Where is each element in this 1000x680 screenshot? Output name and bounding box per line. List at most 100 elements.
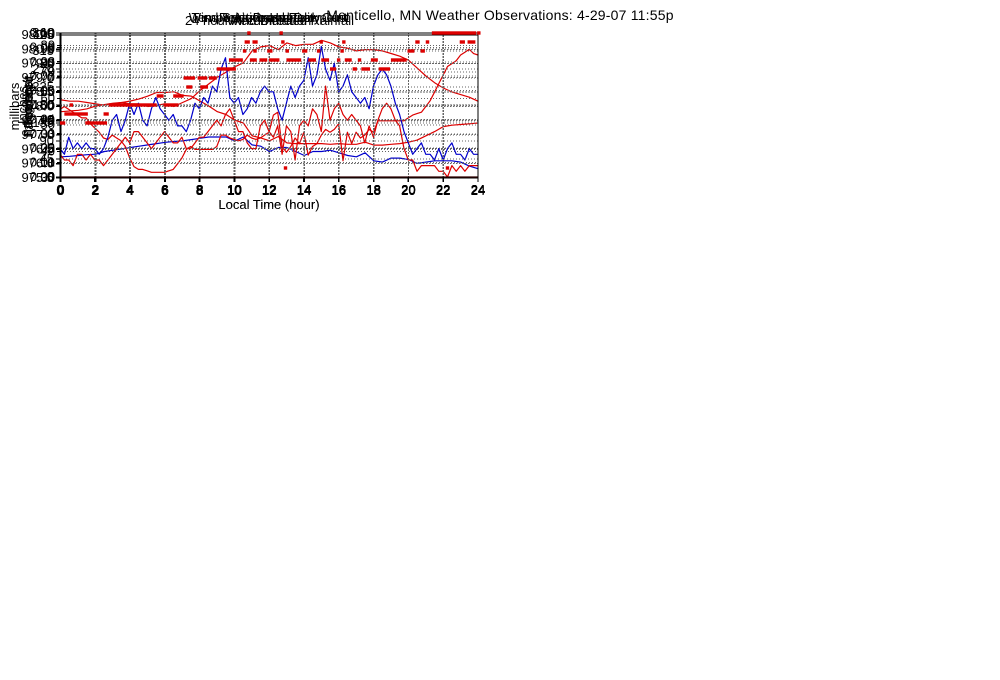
svg-text:0.00: 0.00	[30, 169, 55, 184]
svg-text:60: 60	[41, 84, 55, 99]
svg-text:6: 6	[161, 182, 168, 197]
svg-text:24: 24	[471, 183, 485, 198]
chart-title-wind-direction: Wind Direction	[226, 13, 312, 28]
svg-text:2: 2	[92, 182, 99, 197]
svg-text:18: 18	[367, 182, 381, 197]
svg-text:10: 10	[227, 183, 241, 198]
svg-text:50: 50	[41, 117, 55, 132]
svg-text:975.5: 975.5	[21, 170, 54, 185]
svg-text:0: 0	[57, 182, 64, 197]
chart-wind-direction: 0 2 4 6 8 10 12 14 16 18 20 22 24 0 45 90 135 180 225 270 31…	[0, 0, 500, 225]
svg-text:24: 24	[471, 182, 485, 197]
svg-text:45: 45	[40, 151, 54, 166]
svg-text:24: 24	[471, 183, 485, 198]
svg-text:14: 14	[297, 183, 311, 198]
svg-text:24: 24	[471, 182, 485, 197]
svg-text:18: 18	[366, 183, 380, 198]
svg-text:4: 4	[127, 182, 134, 197]
svg-text:14: 14	[297, 182, 311, 197]
svg-text:40: 40	[41, 112, 55, 127]
svg-text:0.03: 0.03	[30, 126, 55, 141]
svg-text:6: 6	[161, 183, 168, 198]
svg-text:0.05: 0.05	[30, 97, 55, 112]
svg-text:0.09: 0.09	[30, 39, 55, 54]
svg-text:0.07: 0.07	[30, 68, 55, 83]
page-title: Monticello, MN Weather Observations: 4-2…	[326, 7, 674, 23]
svg-text:20: 20	[401, 182, 415, 197]
svg-text:60: 60	[41, 91, 55, 106]
svg-text:Fahrenheit: Fahrenheit	[21, 75, 36, 138]
svg-text:0: 0	[56, 183, 63, 198]
svg-text:0.01: 0.01	[30, 155, 55, 170]
svg-text:30: 30	[41, 126, 55, 141]
svg-text:18: 18	[366, 182, 380, 197]
svg-text:22: 22	[436, 182, 450, 197]
svg-text:8: 8	[196, 182, 203, 197]
svg-text:24: 24	[471, 182, 485, 197]
svg-text:degrees: degrees	[20, 81, 35, 128]
chart-title-accumulated-rainfall: 24 hour Accumulated Rainfall	[184, 13, 355, 28]
svg-text:22: 22	[436, 183, 450, 198]
svg-text:16: 16	[332, 182, 346, 197]
svg-text:90: 90	[40, 133, 54, 148]
svg-text:10: 10	[228, 182, 242, 197]
svg-text:4: 4	[126, 182, 133, 197]
svg-text:miles/hour: miles/hour	[20, 75, 35, 136]
svg-text:50: 50	[41, 98, 55, 113]
svg-text:22: 22	[436, 182, 450, 197]
chart-title-wind-speed-gust: Wind Speed and Peak Gust	[188, 10, 350, 25]
svg-text:135: 135	[32, 115, 54, 130]
svg-text:14: 14	[297, 182, 311, 197]
svg-text:10: 10	[228, 183, 242, 198]
svg-text:980.5: 980.5	[21, 27, 54, 42]
svg-text:Local Time (hour): Local Time (hour)	[218, 197, 319, 207]
svg-text:6: 6	[162, 182, 169, 197]
svg-text:12: 12	[262, 182, 276, 197]
svg-text:40: 40	[41, 144, 55, 159]
svg-text:180: 180	[32, 97, 54, 112]
svg-text:100: 100	[33, 27, 55, 42]
svg-text:10: 10	[227, 182, 241, 197]
svg-text:270: 270	[32, 61, 54, 76]
svg-text:10: 10	[227, 182, 241, 197]
svg-text:0: 0	[48, 169, 55, 184]
svg-text:20: 20	[40, 55, 54, 70]
svg-text:30: 30	[41, 170, 55, 185]
svg-text:15: 15	[40, 84, 54, 99]
svg-text:12: 12	[262, 183, 276, 198]
svg-text:2: 2	[92, 182, 99, 197]
svg-text:14: 14	[297, 182, 311, 197]
svg-text:Local Time (hour): Local Time (hour)	[218, 197, 319, 212]
svg-text:20: 20	[401, 183, 415, 198]
svg-text:0: 0	[57, 182, 64, 197]
svg-text:2: 2	[91, 183, 98, 198]
svg-text:16: 16	[331, 182, 345, 197]
svg-text:10: 10	[41, 155, 55, 170]
svg-text:8: 8	[196, 182, 203, 197]
svg-text:12: 12	[262, 182, 276, 197]
svg-text:4: 4	[127, 183, 134, 198]
svg-text:16: 16	[331, 183, 345, 198]
svg-text:8: 8	[196, 183, 203, 198]
svg-text:6: 6	[161, 182, 168, 197]
svg-text:8: 8	[196, 182, 203, 197]
svg-text:2: 2	[91, 182, 98, 197]
svg-text:0: 0	[56, 182, 63, 197]
svg-text:4: 4	[127, 182, 134, 197]
svg-text:16: 16	[332, 182, 346, 197]
svg-text:90: 90	[41, 41, 55, 56]
svg-text:8: 8	[196, 183, 203, 198]
svg-text:20: 20	[401, 182, 415, 197]
svg-text:80: 80	[41, 55, 55, 70]
svg-text:0.02: 0.02	[30, 140, 55, 155]
svg-text:315: 315	[32, 43, 54, 58]
svg-text:980.0: 980.0	[21, 41, 54, 56]
svg-text:18: 18	[366, 182, 380, 197]
svg-text:976.5: 976.5	[21, 141, 54, 156]
svg-text:20: 20	[401, 183, 415, 198]
svg-text:4: 4	[126, 183, 133, 198]
svg-text:70: 70	[41, 64, 55, 79]
svg-text:977.0: 977.0	[21, 127, 54, 142]
svg-text:10: 10	[228, 182, 242, 197]
svg-text:millibars: millibars	[7, 82, 22, 130]
